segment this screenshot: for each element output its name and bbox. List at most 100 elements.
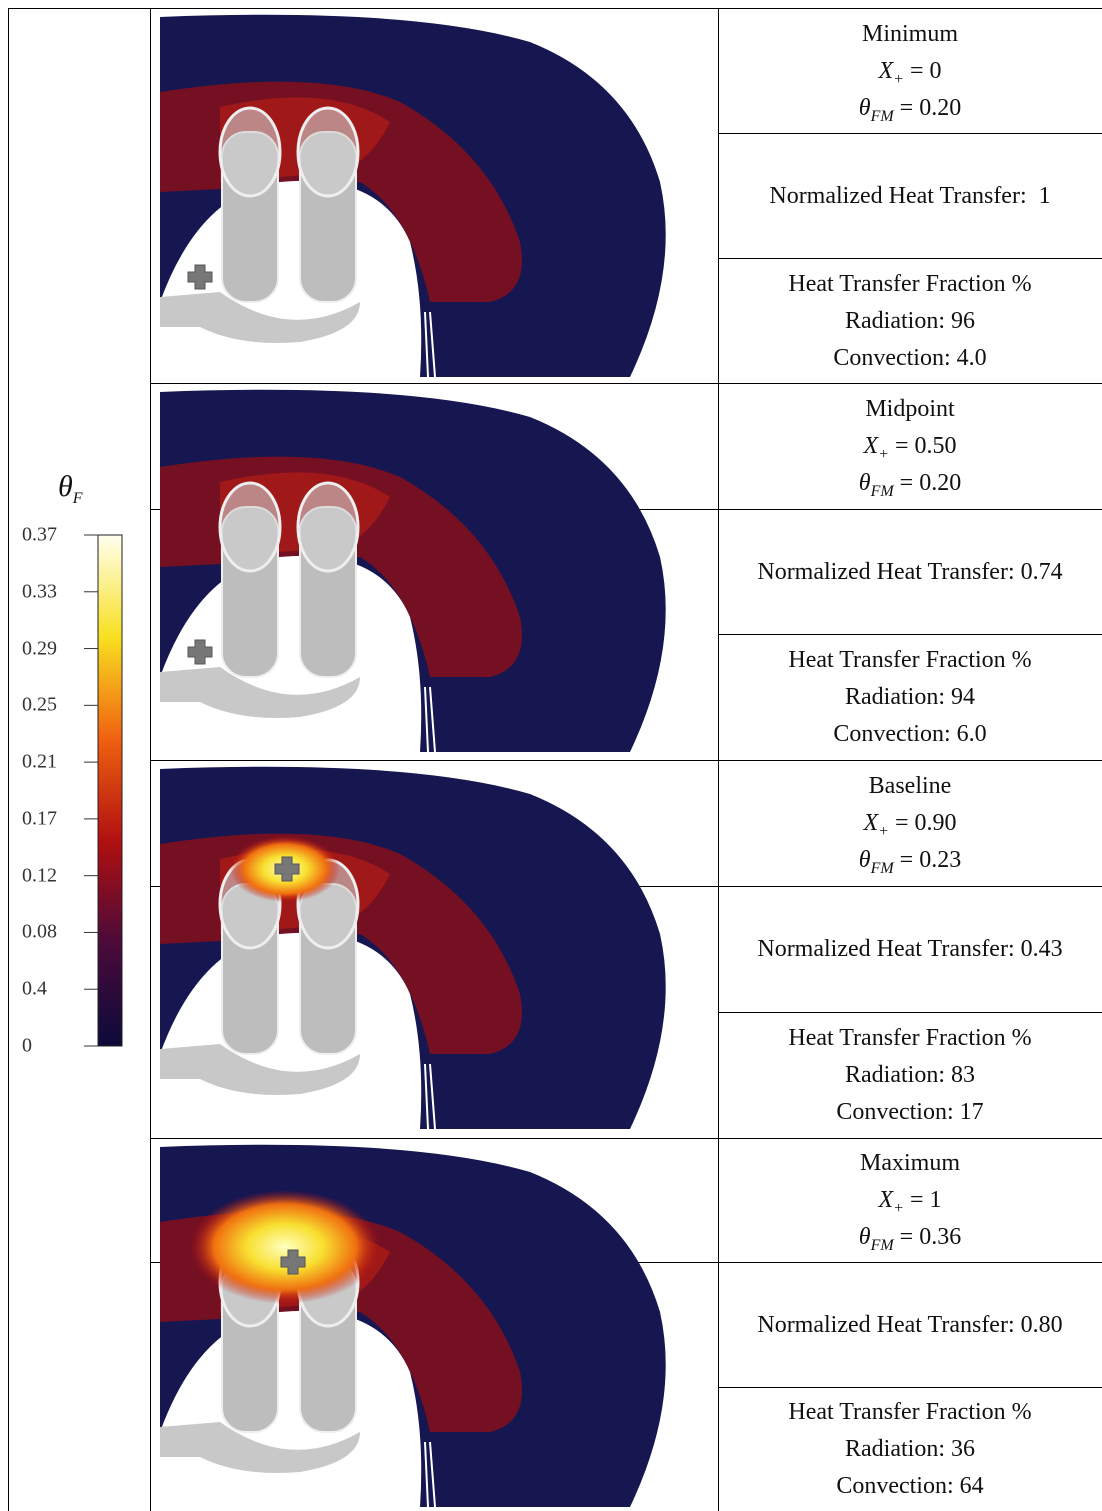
symbol: X: [863, 432, 879, 459]
symbol-sub: +: [878, 445, 889, 463]
fraction-header: Heat Transfer Fraction %: [788, 1025, 1032, 1051]
colorbar-tick-label: 0.08: [22, 920, 57, 943]
symbol-sub: +: [878, 822, 889, 840]
colorbar-tick-label: 0.33: [22, 580, 57, 603]
case-name: Maximum: [860, 1150, 960, 1177]
fraction-header: Heat Transfer Fraction %: [788, 1398, 1032, 1425]
symbol: X: [863, 810, 879, 836]
colorbar-label: θF: [58, 470, 83, 507]
colorbar-tick-label: 0.17: [22, 807, 57, 830]
image-shape: [160, 667, 360, 718]
radiation: Radiation: 36: [845, 1435, 975, 1462]
colorbar-tick-label: 0.25: [22, 693, 57, 716]
border: [150, 1138, 1102, 1139]
image-shape: [274, 856, 300, 882]
fraction-header: Heat Transfer Fraction %: [788, 270, 1032, 297]
theta-fm: θFM = 0.23: [718, 842, 1102, 887]
border: [150, 8, 151, 1511]
image-shape: [424, 311, 436, 377]
image-shape: [296, 481, 360, 573]
convection: Convection: 17: [836, 1099, 984, 1125]
value: = 0.90: [894, 810, 957, 836]
normalized-heat-transfer: Normalized Heat Transfer: 1: [769, 182, 1051, 209]
value: = 0.50: [894, 432, 957, 459]
radiation: Radiation: 94: [845, 684, 975, 711]
value: = 1: [909, 1187, 942, 1214]
border: [718, 886, 1102, 887]
image-shape: [218, 481, 282, 573]
image-shape: [218, 106, 282, 198]
colorbar-tick-label: 0.37: [22, 523, 57, 546]
colorbar-tick-label: 0.21: [22, 750, 57, 773]
border: [718, 8, 719, 1511]
image-shape: [280, 1249, 306, 1275]
value: = 0.23: [899, 847, 962, 873]
symbol: θ: [858, 469, 871, 496]
image-shape: [187, 264, 213, 290]
theta-fm: θFM = 0.36: [718, 1219, 1102, 1264]
image-shape: [160, 1422, 360, 1473]
border: [150, 383, 1102, 384]
colorbar-tick-label: 0.12: [22, 864, 57, 887]
fraction-header: Heat Transfer Fraction %: [788, 647, 1032, 674]
radiation: Radiation: 96: [845, 307, 975, 334]
colorbar-tick-label: 0.4: [22, 977, 47, 1000]
border: [718, 258, 1102, 259]
symbol: θ: [858, 94, 871, 121]
symbol-sub: +: [893, 1199, 904, 1217]
colorbar-bar: [97, 534, 123, 1047]
image-shape: [424, 686, 436, 752]
case-name: Midpoint: [865, 395, 955, 422]
symbol: X: [878, 1187, 894, 1214]
simulation-image: [160, 1144, 666, 1507]
radiation: Radiation: 83: [845, 1062, 975, 1088]
case-name: Minimum: [861, 20, 958, 47]
normalized-heat-transfer: Normalized Heat Transfer: 0.74: [757, 558, 1063, 585]
convection: Convection: 4.0: [833, 344, 987, 371]
x-plus: X+ = 0: [718, 53, 1102, 98]
symbol: X: [878, 57, 894, 84]
border: [150, 760, 1102, 761]
image-shape: [160, 292, 360, 343]
image-shape: [160, 1044, 360, 1095]
symbol-sub: FM: [870, 482, 894, 500]
case-name: Baseline: [868, 773, 952, 799]
image-shape: [424, 1441, 436, 1507]
x-plus: X+ = 0.50: [718, 428, 1102, 473]
border: [8, 8, 1102, 9]
image-shape: [190, 1190, 380, 1304]
image-shape: [296, 106, 360, 198]
simulation-image: [160, 389, 666, 752]
simulation-image: [160, 14, 666, 377]
x-plus: X+ = 0.90: [718, 805, 1102, 850]
value: = 0.20: [899, 94, 962, 121]
border: [718, 1262, 1102, 1264]
image-shape: [424, 1063, 436, 1129]
value: = 0.20: [899, 469, 962, 496]
border: [8, 8, 9, 1511]
value: = 0: [909, 57, 942, 84]
symbol-sub: FM: [870, 859, 894, 877]
border: [718, 133, 1102, 134]
convection: Convection: 6.0: [833, 721, 987, 748]
symbol-sub: FM: [870, 1236, 894, 1254]
border: [718, 634, 1102, 636]
symbol-sub: FM: [870, 107, 894, 125]
border: [718, 1386, 1102, 1388]
border: [718, 1012, 1102, 1013]
colorbar-tick-label: 0.29: [22, 637, 57, 660]
colorbar: [84, 534, 123, 1047]
convection: Convection: 64: [836, 1472, 984, 1499]
symbol-sub: +: [893, 70, 904, 88]
x-plus: X+ = 1: [718, 1182, 1102, 1227]
simulation-image: [160, 766, 666, 1129]
value: = 0.36: [899, 1224, 962, 1251]
normalized-heat-transfer: Normalized Heat Transfer: 0.43: [757, 936, 1063, 962]
colorbar-tick-label: 0: [22, 1034, 32, 1057]
theta-fm: θFM = 0.20: [718, 465, 1102, 510]
normalized-heat-transfer: Normalized Heat Transfer: 0.80: [757, 1311, 1063, 1338]
image-shape: [187, 639, 213, 665]
symbol: θ: [858, 847, 871, 873]
border: [718, 508, 1102, 510]
